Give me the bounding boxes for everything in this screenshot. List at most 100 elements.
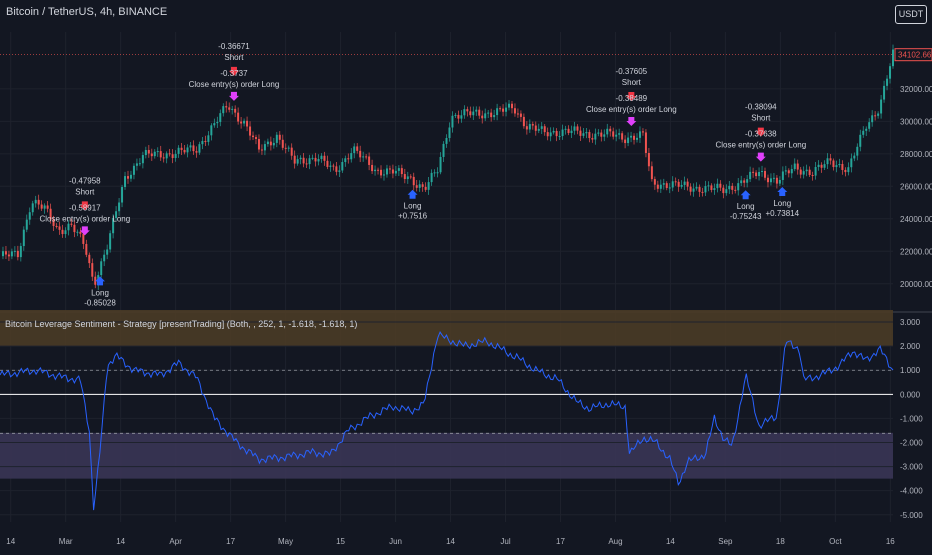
candle-body — [472, 111, 475, 116]
short-signal-label: Short — [622, 78, 642, 87]
candle-body — [210, 125, 213, 136]
candle-body — [100, 261, 103, 276]
candle-body — [260, 149, 263, 151]
candle-body — [600, 132, 603, 137]
candle-body — [811, 174, 814, 176]
candle-body — [252, 135, 255, 138]
candle-body — [254, 137, 257, 139]
candle-body — [680, 184, 683, 187]
candle-body — [246, 120, 249, 127]
candle-body — [752, 171, 755, 173]
candle-body — [692, 188, 695, 192]
candle-body — [469, 111, 472, 116]
candle-body — [16, 250, 19, 258]
candle-body — [281, 139, 284, 148]
candle-body — [850, 158, 853, 168]
candle-body — [70, 223, 73, 225]
candle-body — [58, 226, 61, 230]
upper-band — [0, 310, 893, 347]
time-tick-label: Mar — [59, 537, 73, 546]
candle-body — [650, 166, 653, 180]
candle-body — [585, 132, 588, 134]
candle-body — [412, 176, 415, 186]
candle-body — [841, 163, 844, 170]
candle-body — [576, 126, 579, 131]
close-arrow-icon — [79, 226, 90, 236]
candle-body — [118, 202, 121, 212]
candle-body — [112, 217, 115, 234]
candle-body — [647, 152, 650, 167]
candle-body — [653, 179, 656, 185]
candle-body — [359, 150, 362, 158]
short-signal-value: -0.36671 — [218, 42, 250, 51]
candle-body — [564, 128, 567, 130]
candle-body — [522, 116, 525, 127]
candle-body — [219, 113, 222, 122]
time-tick-label: Apr — [169, 537, 182, 546]
time-tick-label: 17 — [226, 537, 235, 546]
currency-selector-button[interactable]: USDT — [895, 5, 927, 24]
candle-body — [710, 185, 713, 190]
candle-body — [347, 158, 350, 160]
candle-body — [769, 178, 772, 183]
candle-body — [85, 243, 88, 255]
close-signal-label: Close entry(s) order Long — [715, 141, 806, 150]
short-signal-value: -0.38094 — [745, 103, 777, 112]
candle-body — [311, 157, 314, 159]
price-tick-label: 30000.00 — [900, 117, 932, 126]
candle-body — [138, 163, 141, 165]
candle-body — [385, 168, 388, 175]
candle-body — [353, 146, 356, 154]
candle-body — [49, 208, 52, 220]
time-tick-label: Sep — [718, 537, 733, 546]
osc-tick-label: -3.000 — [900, 463, 923, 472]
candle-body — [263, 144, 266, 151]
candle-body — [874, 115, 877, 117]
close-arrow-icon — [626, 117, 637, 127]
lower-band — [0, 432, 893, 479]
short-signal-value: -0.47958 — [69, 176, 101, 185]
candle-body — [546, 132, 549, 137]
time-tick-label: 17 — [556, 537, 565, 546]
candle-body — [76, 231, 79, 233]
candle-body — [165, 153, 168, 159]
candle-body — [436, 172, 439, 174]
candle-body — [764, 171, 767, 178]
candle-body — [338, 170, 341, 172]
candle-body — [326, 160, 329, 167]
candle-body — [126, 176, 129, 179]
osc-tick-label: 3.000 — [900, 318, 921, 327]
candle-body — [201, 140, 204, 145]
candle-body — [317, 159, 320, 162]
candle-body — [641, 131, 644, 133]
candle-body — [656, 184, 659, 189]
candle-body — [737, 183, 740, 191]
short-signal-label: Short — [75, 187, 95, 196]
candle-body — [665, 183, 668, 189]
candle-body — [275, 134, 278, 143]
candle-body — [377, 169, 380, 171]
symbol-title: Bitcoin / TetherUS, 4h, BINANCE — [6, 6, 168, 18]
candle-body — [144, 150, 147, 156]
candle-body — [64, 230, 67, 235]
candle-body — [156, 151, 159, 153]
candle-body — [82, 233, 85, 244]
candle-body — [162, 157, 165, 159]
short-arrow-icon — [79, 201, 90, 211]
long-arrow-icon — [740, 190, 751, 200]
long-signal-label: Long — [737, 202, 755, 211]
candle-body — [722, 187, 725, 194]
candle-body — [704, 186, 707, 193]
candle-body — [528, 124, 531, 130]
osc-tick-label: 2.000 — [900, 342, 921, 351]
candle-body — [558, 136, 561, 138]
last-price-label: 34102.66 — [898, 51, 932, 60]
candle-body — [868, 122, 871, 129]
candle-body — [234, 108, 237, 113]
candle-body — [293, 155, 296, 164]
candle-body — [493, 115, 496, 118]
candle-body — [240, 121, 243, 124]
candle-body — [94, 276, 97, 285]
